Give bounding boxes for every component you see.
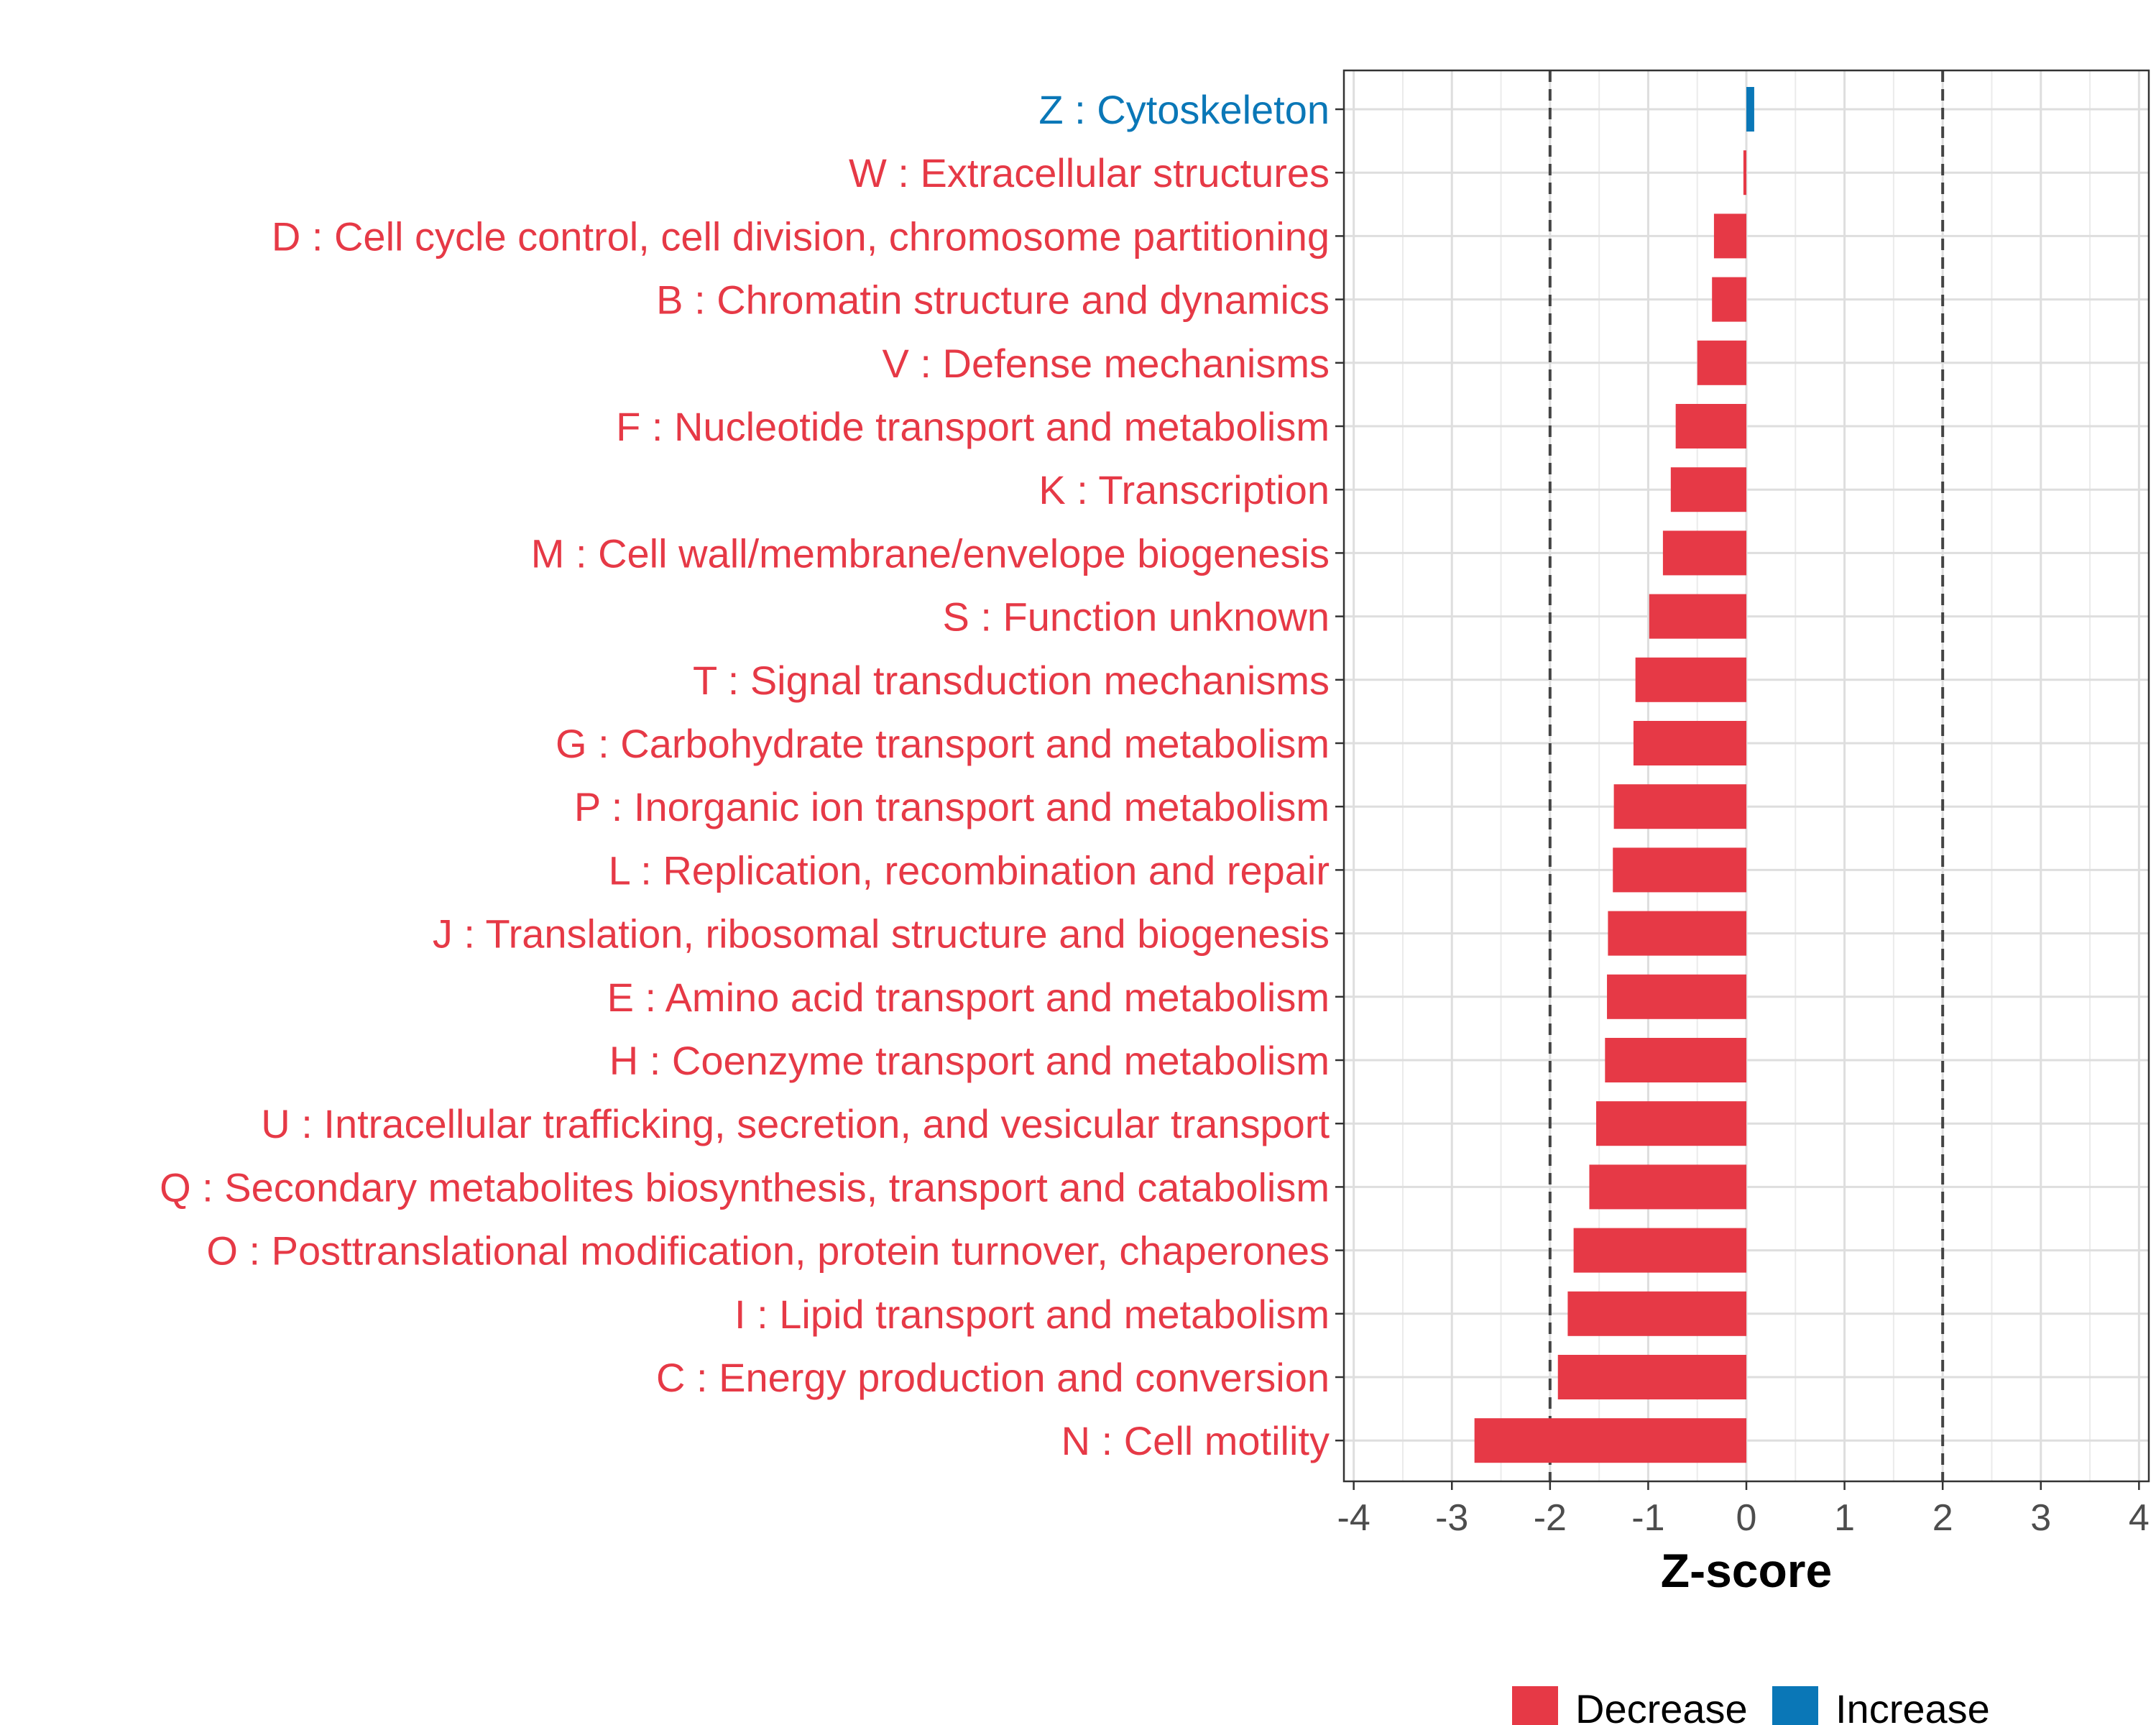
y-tick-label: M : Cell wall/membrane/envelope biogenes… [531,530,1330,576]
bars [1474,87,1754,1463]
reference-lines [1548,70,1945,1481]
y-tick-label: C : Energy production and conversion [656,1355,1330,1400]
bar [1633,721,1746,765]
legend-swatch [1512,1686,1558,1725]
bar [1608,911,1746,956]
bar [1474,1418,1746,1463]
y-tick-label: Q : Secondary metabolites biosynthesis, … [160,1164,1330,1210]
bar [1743,150,1746,196]
y-axis-ticks: Z : Cytoskeleton W : Extracellular struct… [160,87,1344,1463]
x-tick-label: 3 [2030,1497,2051,1539]
y-tick-label: I : Lipid transport and metabolism [734,1292,1330,1337]
legend: Decrease Increase [1512,1686,1990,1725]
y-tick-label: G : Carbohydrate transport and metabolis… [556,721,1330,766]
x-axis-ticks: -4 -3 -2 -1 0 1 2 3 4 [1337,1481,2150,1539]
bar [1712,277,1746,322]
bar [1613,784,1746,829]
x-tick-label: -2 [1534,1497,1567,1539]
y-tick-label: L : Replication, recombination and repai… [609,847,1330,893]
bar [1675,404,1746,448]
bar [1713,213,1746,259]
bar [1613,847,1746,893]
x-tick-label: 2 [1932,1497,1953,1539]
y-tick-label: V : Defense mechanisms [883,341,1330,386]
bar [1635,657,1746,702]
y-tick-label: K : Transcription [1038,467,1330,512]
x-tick-label: -3 [1435,1497,1468,1539]
y-tick-label: S : Function unknown [942,594,1330,640]
y-tick-label: N : Cell motility [1061,1418,1330,1463]
bar [1557,1355,1746,1399]
y-tick-label: Z : Cytoskeleton [1038,87,1330,132]
y-tick-label: E : Amino acid transport and metabolism [607,975,1330,1020]
bar [1605,1038,1746,1082]
bar [1662,530,1746,576]
y-tick-label: J : Translation, ribosomal structure and… [433,911,1330,957]
bar [1573,1228,1746,1273]
bar [1596,1101,1746,1146]
x-tick-label: -1 [1631,1497,1664,1539]
x-axis-title: Z-score [1661,1544,1832,1597]
bar [1649,594,1746,639]
bar [1697,340,1746,385]
y-tick-label: W : Extracellular structures [849,150,1330,196]
x-tick-label: -4 [1337,1497,1370,1539]
y-tick-label: H : Coenzyme transport and metabolism [609,1038,1330,1083]
bar [1607,974,1746,1019]
bar [1670,467,1746,512]
legend-label: Decrease [1575,1686,1748,1725]
y-tick-label: O : Posttranslational modification, prot… [206,1228,1330,1274]
x-tick-label: 0 [1736,1497,1757,1539]
y-tick-label: F : Nucleotide transport and metabolism [616,404,1330,449]
bar [1589,1164,1746,1210]
x-tick-label: 4 [2129,1497,2150,1539]
x-tick-label: 1 [1834,1497,1855,1539]
y-tick-label: P : Inorganic ion transport and metaboli… [574,784,1330,829]
y-tick-label: T : Signal transduction mechanisms [693,658,1330,703]
bar [1746,87,1754,132]
y-tick-label: U : Intracellular trafficking, secretion… [261,1101,1330,1146]
bar [1567,1291,1746,1336]
y-tick-label: B : Chromatin structure and dynamics [656,277,1330,323]
y-tick-label: D : Cell cycle control, cell division, c… [272,213,1330,259]
legend-label: Increase [1835,1686,1990,1725]
legend-swatch [1772,1686,1818,1725]
